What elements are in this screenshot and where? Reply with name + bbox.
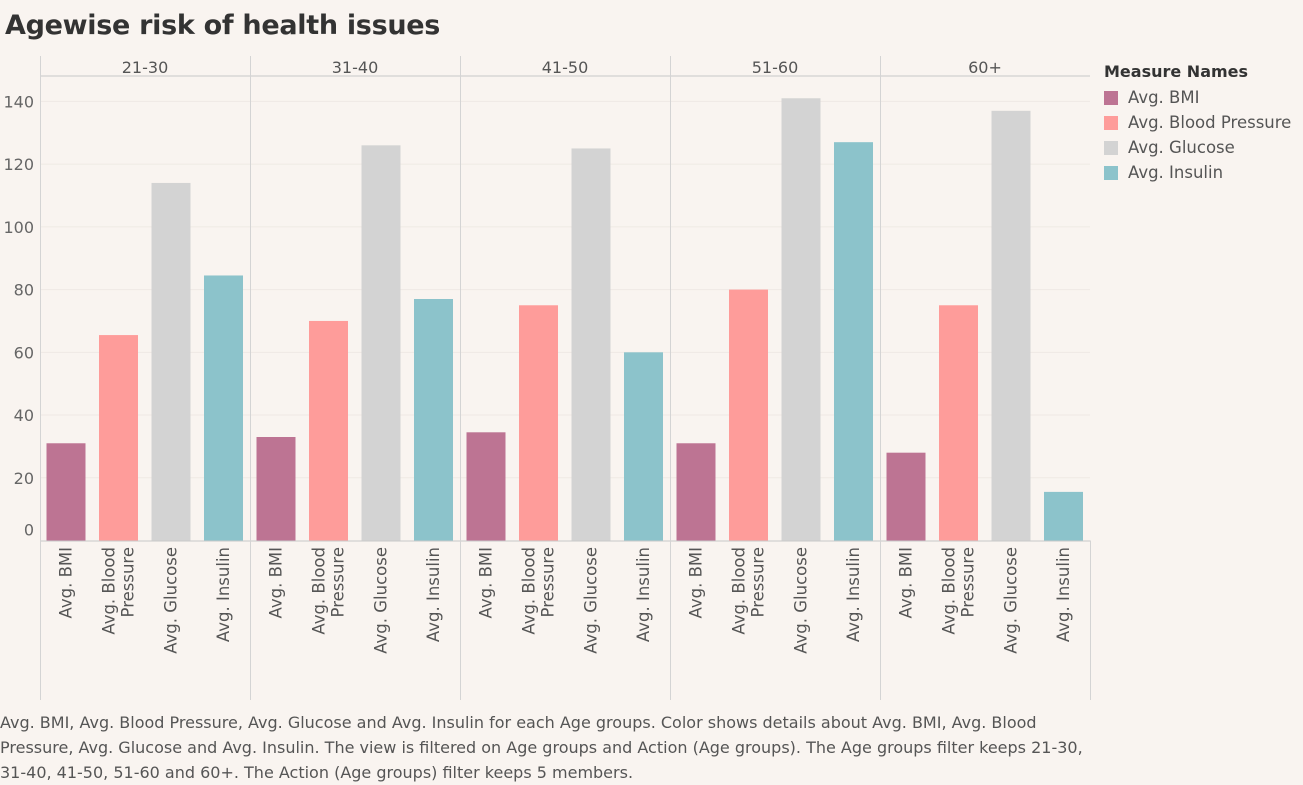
- bar: [676, 443, 716, 541]
- y-tick-label: 140: [3, 92, 34, 111]
- bar: [729, 289, 768, 541]
- x-tick-label: Avg. Insulin: [214, 547, 233, 642]
- x-tick-label: Avg. Insulin: [634, 547, 653, 642]
- legend-item-glucose[interactable]: Avg. Glucose: [1104, 135, 1291, 160]
- x-tick-label: Avg. BMI: [687, 547, 706, 618]
- y-tick-label: 120: [3, 155, 34, 174]
- legend-label-insulin: Avg. Insulin: [1128, 163, 1224, 182]
- x-tick-label: Pressure: [749, 547, 768, 617]
- bar: [624, 352, 663, 541]
- facet-label: 60+: [968, 58, 1002, 77]
- legend-title: Measure Names: [1104, 62, 1249, 81]
- x-tick-label: Avg. Blood: [100, 547, 119, 635]
- bar: [46, 443, 86, 541]
- y-tick-label: 0: [24, 521, 34, 540]
- bar: [414, 298, 453, 541]
- legend-item-bmi[interactable]: Avg. BMI: [1104, 85, 1291, 110]
- bar: [151, 182, 191, 541]
- bar: [1044, 491, 1083, 541]
- legend-label-blood-pressure: Avg. Blood Pressure: [1128, 113, 1292, 132]
- bar: [361, 145, 401, 541]
- x-tick-label: Avg. Insulin: [1054, 547, 1073, 642]
- x-tick-label: Avg. Glucose: [1002, 547, 1021, 654]
- legend-item-insulin[interactable]: Avg. Insulin: [1104, 160, 1291, 185]
- x-tick-label: Avg. BMI: [267, 547, 286, 618]
- bar: [781, 98, 821, 541]
- x-tick-label: Pressure: [119, 547, 138, 617]
- bar: [99, 335, 138, 541]
- chart-caption: Avg. BMI, Avg. Blood Pressure, Avg. Gluc…: [0, 713, 1083, 782]
- x-tick-label: Avg. Glucose: [582, 547, 601, 654]
- x-tick-label: Avg. Blood: [310, 547, 329, 635]
- legend-swatch-bmi: [1104, 90, 1118, 105]
- legend-label-bmi: Avg. BMI: [1128, 88, 1200, 107]
- x-tick-label: Avg. Blood: [520, 547, 539, 635]
- facet-label: 41-50: [542, 58, 589, 77]
- bar: [991, 110, 1031, 541]
- bar-chart: 0 20 40 60 80 100 120 140 21-30 Avg. BMI Avg. Bloo…: [3, 56, 1091, 700]
- bar: [571, 148, 611, 541]
- y-tick-label: 20: [14, 469, 34, 488]
- legend-swatch-blood-pressure: [1104, 115, 1118, 130]
- facet-label: 21-30: [122, 58, 169, 77]
- x-tick-label: Pressure: [959, 547, 978, 617]
- bar: [466, 432, 506, 541]
- x-tick-label: Avg. Glucose: [162, 547, 181, 654]
- legend[interactable]: Measure Names Avg. BMI Avg. Blood Pressu…: [1104, 62, 1291, 185]
- x-tick-label: Avg. BMI: [57, 547, 76, 618]
- bar: [519, 305, 558, 541]
- x-tick-label: Avg. Glucose: [792, 547, 811, 654]
- bar: [834, 142, 873, 541]
- y-tick-label: 100: [3, 218, 34, 237]
- x-tick-label: Avg. Insulin: [844, 547, 863, 642]
- x-tick-label: Avg. BMI: [477, 547, 496, 618]
- x-tick-label: Pressure: [539, 547, 558, 617]
- x-tick-label: Avg. Blood: [940, 547, 959, 635]
- facet-label: 31-40: [332, 58, 379, 77]
- x-tick-label: Avg. Insulin: [424, 547, 443, 642]
- legend-swatch-insulin: [1104, 165, 1118, 180]
- y-tick-label: 60: [14, 343, 34, 362]
- bar: [939, 305, 978, 541]
- bar: [204, 275, 243, 541]
- facet-label: 51-60: [752, 58, 799, 77]
- bar: [256, 436, 296, 541]
- legend-label-glucose: Avg. Glucose: [1128, 138, 1235, 157]
- bar: [886, 452, 926, 541]
- y-tick-label: 40: [14, 406, 34, 425]
- legend-item-blood-pressure[interactable]: Avg. Blood Pressure: [1104, 110, 1291, 135]
- legend-swatch-glucose: [1104, 140, 1118, 155]
- x-tick-label: Avg. Glucose: [372, 547, 391, 654]
- x-tick-label: Pressure: [329, 547, 348, 617]
- x-tick-label: Avg. BMI: [897, 547, 916, 618]
- y-tick-label: 80: [14, 281, 34, 300]
- x-tick-label: Avg. Blood: [730, 547, 749, 635]
- bar: [309, 320, 348, 541]
- chart-title: Agewise risk of health issues: [5, 10, 441, 41]
